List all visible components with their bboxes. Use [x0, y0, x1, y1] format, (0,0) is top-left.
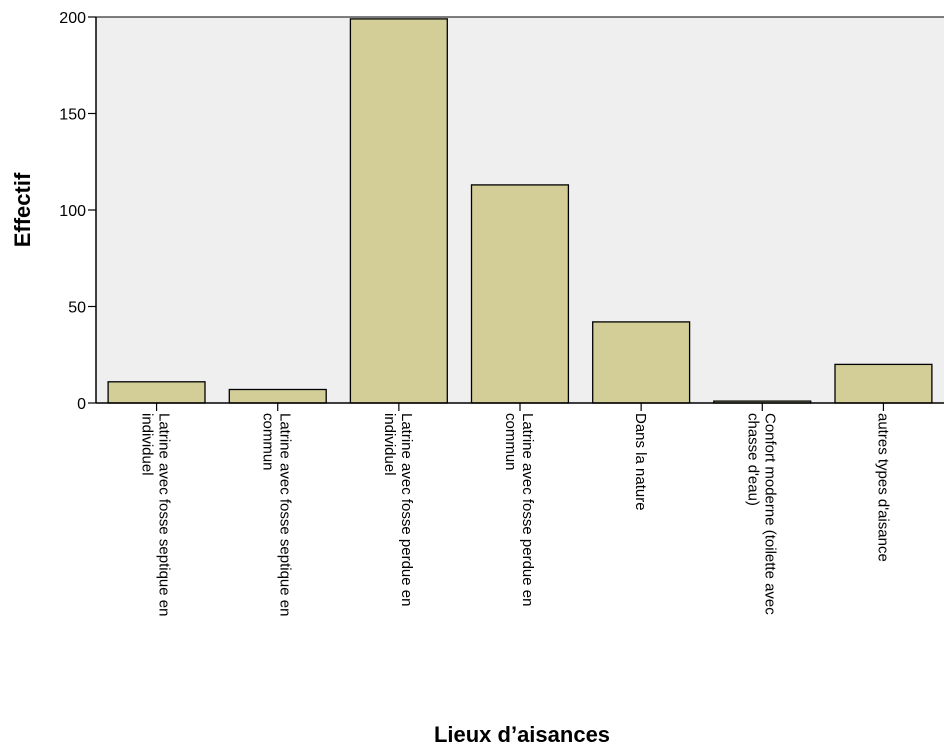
bar-4 — [470, 184, 570, 404]
y-tick-label: 0 — [77, 396, 86, 413]
x-tick-label-line: commun — [502, 413, 519, 471]
y-tick-label: 100 — [59, 203, 86, 220]
x-tick-label-line: Latrine avec fosse septique en — [277, 413, 294, 616]
x-ticks: Latrine avec fosse septique enindividuel… — [139, 403, 891, 616]
y-ticks: 0 50 100 150 200 — [59, 10, 96, 413]
bars — [107, 18, 933, 404]
x-tick-label-line: individuel — [381, 413, 398, 476]
x-tick-label-line: Latrine avec fosse perdue en — [398, 413, 415, 606]
x-tick-label-line: Latrine avec fosse perdue en — [519, 413, 536, 606]
x-tick-label-line: chasse d'eau) — [744, 413, 761, 506]
x-tick-label-7: autres types d'aisance — [874, 413, 891, 562]
y-axis-title: Effectif — [10, 172, 35, 247]
x-tick-label-line: Latrine avec fosse septique en — [156, 413, 173, 616]
y-tick-label: 200 — [59, 10, 86, 27]
x-tick-label-5: Dans la nature — [632, 413, 649, 511]
x-tick-label-line: Confort moderne (toilette avec — [761, 413, 778, 615]
y-tick-label: 50 — [68, 300, 86, 317]
bar-7 — [834, 363, 933, 404]
x-tick-label-line: Dans la nature — [632, 413, 649, 511]
bar-2 — [228, 388, 327, 404]
x-tick-label-line: individuel — [139, 413, 156, 476]
x-tick-label-line: commun — [260, 413, 277, 471]
x-axis-title: Lieux d’aisances — [434, 722, 610, 747]
bar-5 — [592, 321, 691, 404]
bar-1 — [107, 381, 206, 404]
y-tick-label: 150 — [59, 107, 86, 124]
bar-3 — [349, 18, 448, 404]
x-tick-label-line: autres types d'aisance — [874, 413, 891, 562]
